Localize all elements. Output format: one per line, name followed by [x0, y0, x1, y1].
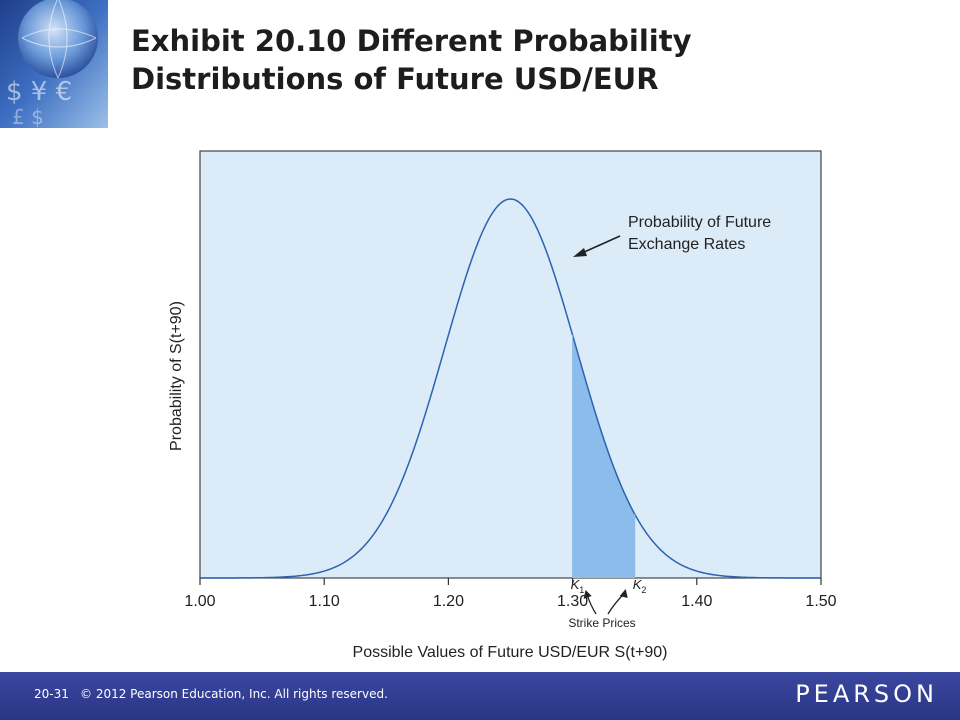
x-tick-label-4: 1.40 — [681, 593, 712, 610]
slide-title-line2: Distributions of Future USD/EUR — [131, 62, 659, 96]
x-axis-ticks — [199, 578, 822, 585]
x-tick-label-1: 1.10 — [309, 593, 340, 610]
k1-label: K1 — [571, 577, 585, 595]
globe-logo-image: $ ¥ € £ $ — [0, 0, 108, 128]
x-tick-label-5: 1.50 — [805, 593, 836, 610]
probability-distribution-chart: 1.00 1.10 1.20 1.30 1.40 1.50 K1 K2 Strike Pr… — [168, 150, 837, 661]
x-axis-label: Possible Values of Future USD/EUR S(t+90… — [353, 644, 668, 661]
svg-text:$ ¥ €: $ ¥ € — [6, 77, 72, 107]
strike-prices-annotation: Strike Prices — [568, 616, 635, 630]
globe-icon: $ ¥ € £ $ — [0, 0, 108, 128]
svg-text:£ $: £ $ — [12, 105, 44, 128]
slide-title-line1: Exhibit 20.10 Different Probability — [131, 24, 692, 58]
footer-bar: 20-31 © 2012 Pearson Education, Inc. All… — [0, 672, 960, 720]
x-axis-tick-labels: 1.00 1.10 1.20 1.30 1.40 1.50 — [184, 593, 836, 610]
x-tick-label-3: 1.30 — [557, 593, 588, 610]
curve-annotation-line1: Probability of Future — [628, 214, 771, 231]
y-axis-label: Probability of S(t+90) — [168, 301, 185, 451]
strike-arrowhead-k2 — [619, 589, 628, 598]
curve-annotation-line2: Exchange Rates — [628, 236, 745, 253]
slide-number: 20-31 — [34, 687, 69, 701]
strike-arrow-k1 — [586, 595, 597, 615]
publisher-brand: PEARSON — [795, 680, 938, 708]
probability-curve — [200, 198, 821, 579]
curve-annotation-arrowhead — [573, 248, 587, 257]
x-tick-label-2: 1.20 — [433, 593, 464, 610]
strike-arrowhead-k1 — [583, 590, 592, 599]
k1-label-main: K — [571, 577, 581, 592]
x-tick-label-0: 1.00 — [184, 593, 215, 610]
strike-price-shaded-region — [572, 335, 635, 578]
k1-label-sub: 1 — [579, 585, 584, 595]
k2-label-main: K — [633, 577, 643, 592]
k2-label-sub: 2 — [641, 585, 646, 595]
copyright-text: © 2012 Pearson Education, Inc. All right… — [80, 687, 388, 701]
slide-title: Exhibit 20.10 Different Probability Dist… — [131, 22, 931, 98]
strike-arrow-k2 — [607, 593, 625, 615]
k2-label: K2 — [633, 577, 647, 595]
curve-annotation-arrow — [581, 235, 621, 254]
plot-area — [199, 150, 822, 579]
